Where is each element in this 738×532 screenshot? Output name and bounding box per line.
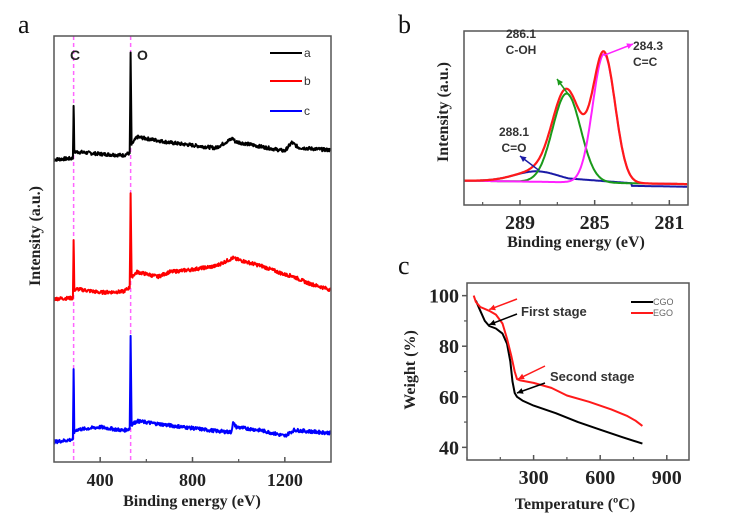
series-line-c xyxy=(54,334,331,445)
x-tick-label: 300 xyxy=(519,467,549,489)
x-tick-label: 289 xyxy=(505,212,535,234)
fitted-peak-coh xyxy=(464,92,688,186)
annot-cooh-arrow-head xyxy=(557,79,563,86)
annot-co-arrow-head xyxy=(520,156,527,163)
ref-label-o: O xyxy=(137,47,148,63)
x-tick-label: 400 xyxy=(87,470,114,490)
fitted-peak-cc xyxy=(464,53,688,186)
series-line-b xyxy=(54,192,331,302)
panel-b-plot-frame xyxy=(463,30,689,206)
first-stage-arrow-ego-head xyxy=(489,304,496,311)
series-line-a xyxy=(54,51,331,162)
x-tick-label: 285 xyxy=(580,212,610,234)
second-stage-arrow-cgo-head xyxy=(516,388,524,394)
annot-cooh-label: C-OH xyxy=(506,43,537,57)
x-tick-label: 600 xyxy=(585,467,615,489)
y-tick-label: 40 xyxy=(439,437,459,459)
annot-cooh-value: 286.1 xyxy=(506,27,536,41)
panel-a-plot-frame xyxy=(53,35,332,463)
y-tick-label: 60 xyxy=(439,387,459,409)
annot-cc-value: 284.3 xyxy=(633,39,663,53)
y-tick-label: 80 xyxy=(439,336,459,358)
series-line-ego xyxy=(472,295,644,427)
x-tick-label: 900 xyxy=(652,467,682,489)
panel-b-y-axis-title: Intensity (a.u.) xyxy=(435,62,452,162)
legend-label-c: c xyxy=(304,104,310,118)
x-tick-label: 800 xyxy=(179,470,206,490)
panel-c-chart: 300 600 900 40 60 80 100 First stage Second st… xyxy=(402,282,690,513)
first-stage-arrow-cgo-head xyxy=(489,319,496,326)
legend-label-ego: EGO xyxy=(653,308,673,318)
panel-label-c: c xyxy=(398,251,410,280)
panel-c-y-axis-title: Weight (%) xyxy=(402,330,419,410)
panel-label-b: b xyxy=(398,10,411,39)
annot-cc-label: C=C xyxy=(633,55,658,69)
panel-b-chart: 289 285 281 286.1 C-OH 284.3 C=C 288.1 C=O… xyxy=(435,27,689,251)
annot-second-stage: Second stage xyxy=(550,369,635,384)
annot-co-label: C=O xyxy=(501,141,526,155)
annot-first-stage: First stage xyxy=(521,304,587,319)
legend-label-a: a xyxy=(304,46,311,60)
panel-a-chart: 400 800 1200 C O a b c Binding energy (eV)… xyxy=(27,35,332,510)
panel-label-a: a xyxy=(18,10,30,39)
series-line-cgo xyxy=(474,300,643,445)
y-tick-label: 100 xyxy=(429,286,459,308)
panel-c-x-axis-title: Temperature (ºC) xyxy=(515,496,635,513)
annot-cc-arrow-head xyxy=(626,43,633,49)
panel-b-x-axis-title: Binding energy (eV) xyxy=(507,234,645,251)
x-tick-label: 1200 xyxy=(267,470,303,490)
panel-a-x-axis-title: Binding energy (eV) xyxy=(123,493,261,510)
panel-a-y-axis-title: Intensity (a.u.) xyxy=(27,186,44,286)
panel-c-legend: CGO EGO xyxy=(631,297,674,318)
legend-label-b: b xyxy=(304,74,311,88)
envelope-curve xyxy=(464,50,688,186)
legend-label-cgo: CGO xyxy=(653,297,674,307)
second-stage-arrow-ego-head xyxy=(518,373,525,380)
x-tick-label: 281 xyxy=(654,212,684,234)
ref-label-c: C xyxy=(70,47,80,63)
annot-co-value: 288.1 xyxy=(499,125,529,139)
panel-a-legend: a b c xyxy=(270,46,311,118)
